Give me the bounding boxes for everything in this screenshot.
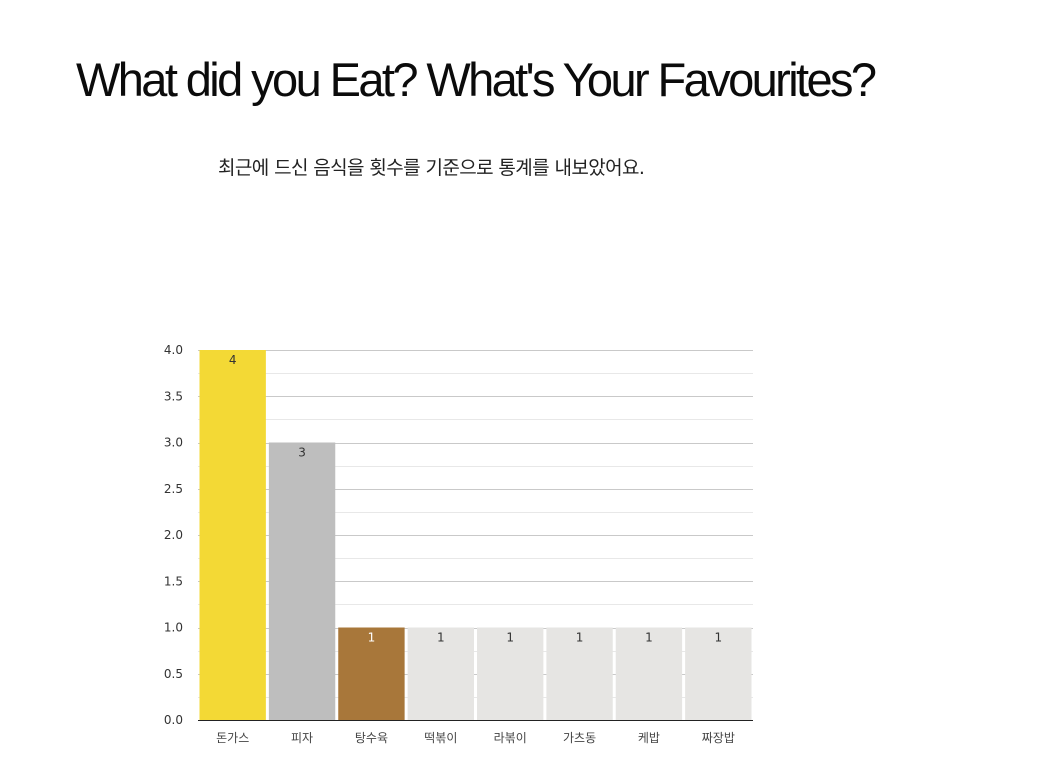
bar-data-label: 1 <box>437 631 445 645</box>
bar-data-label: 1 <box>645 631 653 645</box>
bar-data-label: 3 <box>298 446 306 460</box>
x-tick-label: 떡볶이 <box>424 731 457 745</box>
bar <box>685 627 752 720</box>
bar <box>407 627 474 720</box>
y-tick-label: 3.0 <box>164 436 183 450</box>
y-tick-label: 0.0 <box>164 713 183 727</box>
bar <box>199 350 266 720</box>
y-tick-label: 1.5 <box>164 574 183 588</box>
y-tick-label: 0.5 <box>164 667 183 681</box>
page-subtitle: 최근에 드신 음식을 횟수를 기준으로 통계를 내보았어요. <box>218 157 645 179</box>
bar-chart-svg: 0.0 0.5 1.0 1.5 2.0 2.5 3.0 3.5 4.0 4 돈가스 3 피자 1 탕수육 1 떡… <box>164 343 753 745</box>
x-tick-label: 짜장밥 <box>702 731 735 745</box>
bar <box>615 627 683 720</box>
x-tick-label: 탕수육 <box>355 731 388 745</box>
bar <box>546 627 613 720</box>
y-tick-label: 3.5 <box>164 389 183 403</box>
bar-data-label: 4 <box>229 353 237 367</box>
x-tick-label: 라볶이 <box>494 731 527 745</box>
y-tick-label: 2.5 <box>164 482 183 496</box>
bar <box>477 627 544 720</box>
bar-data-label: 1 <box>714 631 722 645</box>
bar <box>268 442 336 720</box>
bar-data-label: 1 <box>506 631 514 645</box>
bar <box>338 627 405 720</box>
bar-data-label: 1 <box>576 631 584 645</box>
x-tick-label: 돈가스 <box>216 731 249 745</box>
y-tick-label: 1.0 <box>164 621 183 635</box>
y-tick-label: 4.0 <box>164 343 183 357</box>
page-title: What did you Eat? What's Your Favourites… <box>76 53 877 106</box>
x-tick-label: 가츠동 <box>563 731 596 745</box>
bar-data-label: 1 <box>368 631 376 645</box>
x-tick-label: 케밥 <box>638 731 660 745</box>
y-tick-label: 2.0 <box>164 528 183 542</box>
x-tick-label: 피자 <box>291 731 313 745</box>
bar-chart: 0.0 0.5 1.0 1.5 2.0 2.5 3.0 3.5 4.0 4 돈가스 3 피자 1 탕수육 1 떡… <box>150 335 770 750</box>
